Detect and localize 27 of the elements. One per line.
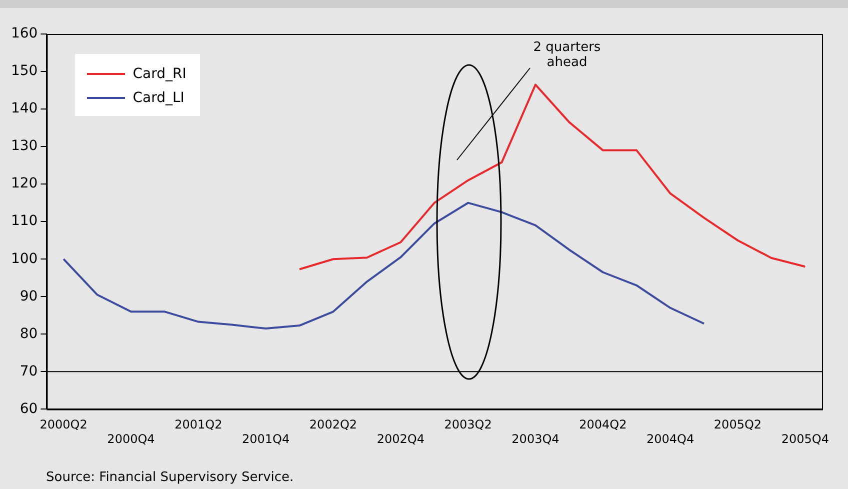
y-tick-label: 80	[20, 326, 38, 342]
x-tick-label: 2004Q2	[579, 418, 627, 432]
y-tick-label: 140	[10, 100, 38, 117]
x-tick-label: 2001Q4	[242, 432, 290, 446]
x-tick-label: 2003Q2	[444, 418, 492, 432]
y-tick-label: 110	[10, 213, 38, 230]
x-tick-label: 2000Q2	[40, 418, 88, 432]
x-tick-label: 2002Q2	[309, 418, 358, 432]
x-tick-label: 2001Q2	[174, 418, 222, 432]
y-tick-label: 160	[10, 26, 38, 42]
y-tick-label: 130	[10, 138, 38, 154]
y-tick-label: 90	[20, 288, 38, 304]
y-tick-label: 70	[20, 363, 38, 380]
source-note: Source: Financial Supervisory Service.	[46, 470, 294, 485]
y-tick-label: 120	[10, 176, 38, 192]
y-tick-label: 100	[10, 250, 38, 267]
legend-label: Card_LI	[132, 89, 186, 108]
x-tick-label: 2003Q4	[512, 432, 560, 446]
x-tick-label: 2002Q4	[376, 432, 424, 446]
x-tick-label: 2005Q2	[714, 418, 762, 432]
y-tick-label: 150	[10, 63, 38, 80]
annotation: 2 quarters ahead	[532, 40, 602, 70]
legend-label: Card_RI	[132, 65, 186, 84]
x-tick-label: 2004Q4	[646, 432, 694, 446]
x-tick-label: 2005Q4	[781, 432, 829, 446]
y-tick-label: 60	[20, 400, 38, 417]
x-tick-label: 2000Q4	[107, 432, 155, 446]
